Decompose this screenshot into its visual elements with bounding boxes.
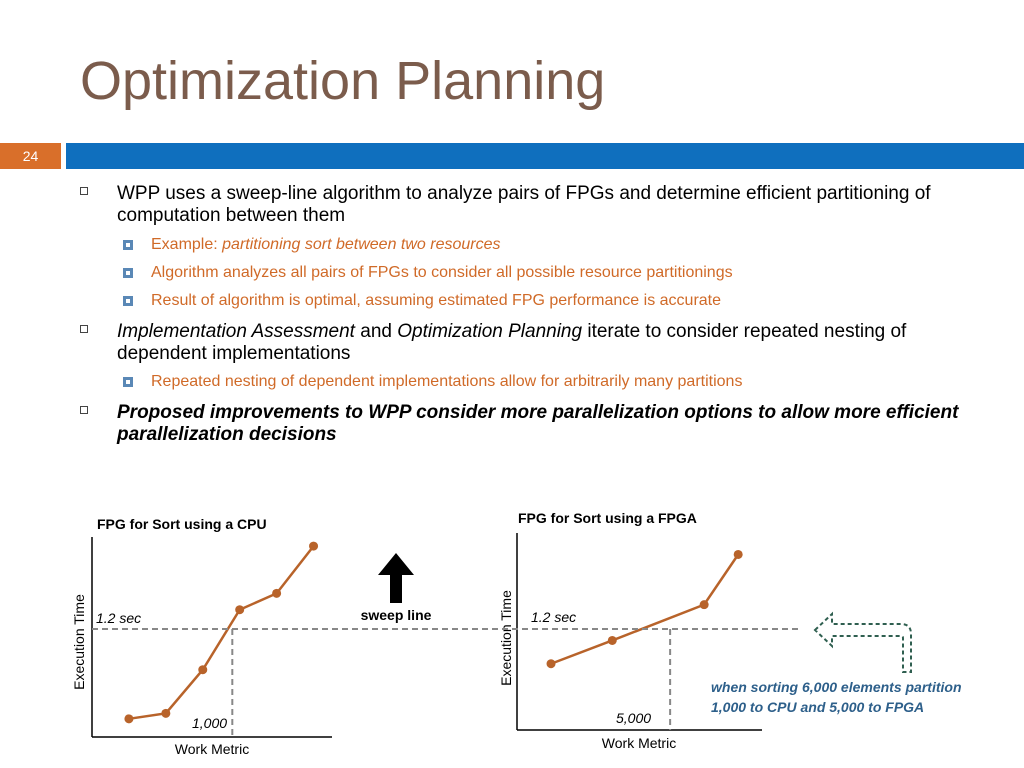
bullet-text: Proposed improvements to WPP consider mo…: [117, 402, 959, 445]
fpga-threshold-label: 1.2 sec: [531, 609, 576, 625]
fpga-data-point: [546, 659, 556, 669]
bent-left-arrow-icon: [813, 611, 912, 673]
fpga-series-line: [550, 553, 740, 665]
fpga-x-axis-label: Work Metric: [602, 735, 676, 751]
bullet-mid: and: [354, 321, 398, 342]
fpga-data-point: [699, 600, 709, 610]
partition-note-line-1: when sorting 6,000 elements partition: [711, 679, 962, 695]
cpu-series-line: [128, 545, 315, 721]
header-divider-bar: [66, 143, 1024, 169]
square-bullet-icon: [123, 296, 133, 306]
square-bullet-icon: [123, 240, 133, 250]
fpga-data-point: [733, 549, 743, 559]
cpu-data-point: [235, 605, 245, 615]
up-arrow-icon: [378, 553, 414, 603]
bullet-iterate: Implementation Assessment and Optimizati…: [80, 321, 987, 365]
fpga-y-axis-label: Execution Time: [498, 590, 514, 686]
cpu-chart-title: FPG for Sort using a CPU: [97, 516, 267, 532]
cpu-y-axis-label: Execution Time: [71, 594, 87, 690]
fpga-chart-plot: [546, 549, 743, 730]
cpu-data-point: [309, 541, 319, 551]
subbullet-prefix: Example:: [151, 236, 223, 253]
cpu-data-point: [272, 588, 282, 598]
bullet-italic-2: Optimization Planning: [397, 321, 583, 342]
slide-number: 24: [22, 148, 39, 164]
square-bullet-icon: [80, 187, 88, 195]
bullet-text: WPP uses a sweep-line algorithm to analy…: [117, 183, 931, 226]
square-bullet-icon: [80, 406, 88, 414]
subbullet-example: Example: partitioning sort between two r…: [123, 235, 991, 255]
subbullet-pairs: Algorithm analyzes all pairs of FPGs to …: [123, 263, 991, 283]
cpu-data-point: [161, 708, 171, 718]
cpu-threshold-label: 1.2 sec: [96, 610, 141, 626]
square-bullet-icon: [80, 325, 88, 333]
cpu-chart-plot: [124, 541, 319, 737]
bullet-italic-1: Implementation Assessment: [117, 321, 355, 342]
slide-number-bar: [0, 143, 61, 169]
sweep-line-label: sweep line: [361, 607, 432, 623]
cpu-x-axis-label: Work Metric: [175, 741, 249, 757]
cpu-split-label: 1,000: [192, 715, 227, 731]
cpu-data-point: [124, 714, 134, 724]
slide-title: Optimization Planning: [80, 51, 606, 111]
square-bullet-icon: [123, 377, 133, 387]
bullet-proposed: Proposed improvements to WPP consider mo…: [80, 402, 987, 446]
subbullet-optimal: Result of algorithm is optimal, assuming…: [123, 291, 991, 311]
fpga-data-point: [607, 635, 617, 645]
fpga-split-label: 5,000: [616, 710, 651, 726]
subbullet-text: Repeated nesting of dependent implementa…: [151, 373, 743, 390]
bullet-sweep-line: WPP uses a sweep-line algorithm to analy…: [80, 183, 987, 227]
subbullet-text: Result of algorithm is optimal, assuming…: [151, 292, 722, 309]
subbullet-nesting: Repeated nesting of dependent implementa…: [123, 372, 991, 392]
partition-note-line-2: 1,000 to CPU and 5,000 to FPGA: [711, 699, 924, 715]
bullet-rest: iterate to consider repeated nesting of …: [117, 321, 907, 364]
cpu-data-point: [198, 665, 208, 675]
fpga-chart-title: FPG for Sort using a FPGA: [518, 510, 697, 526]
subbullet-italic: partitioning sort between two resources: [222, 236, 501, 253]
subbullet-text: Algorithm analyzes all pairs of FPGs to …: [151, 264, 733, 281]
square-bullet-icon: [123, 268, 133, 278]
